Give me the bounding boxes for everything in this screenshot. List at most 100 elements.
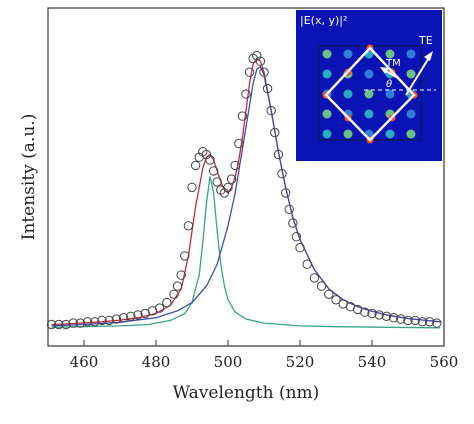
axes-frame	[47, 7, 445, 347]
data-point	[432, 318, 442, 328]
field-spot	[343, 129, 353, 139]
x-tick-label: 500	[214, 353, 243, 371]
data-point	[417, 317, 428, 327]
data-point	[295, 243, 305, 253]
data-point	[237, 111, 248, 121]
y-axis-label: Intensity (a.u.)	[19, 114, 39, 241]
data-point	[126, 311, 136, 321]
data-point	[396, 314, 406, 324]
field-spot	[322, 109, 332, 119]
data-point	[172, 281, 183, 291]
data-point	[374, 310, 384, 320]
field-spot	[385, 49, 395, 59]
data-point	[255, 56, 266, 66]
data-point	[266, 105, 276, 116]
data-point	[324, 289, 334, 299]
data-point	[223, 182, 233, 193]
inset-square-rotated	[324, 46, 416, 142]
x-tick-label: 520	[286, 353, 315, 371]
data-point	[162, 297, 172, 308]
data-point	[82, 317, 93, 327]
data-point	[61, 319, 71, 330]
x-tick-label: 540	[358, 353, 387, 371]
field-spot	[343, 49, 353, 59]
data-point	[291, 232, 302, 242]
data-point	[133, 310, 143, 320]
data-point	[259, 67, 269, 77]
field-spot	[406, 129, 416, 139]
data-point	[280, 188, 291, 198]
field-spot	[385, 129, 395, 139]
field-spot	[343, 89, 353, 99]
data-point	[75, 318, 86, 328]
data-point	[226, 174, 237, 184]
field-spot	[364, 69, 374, 79]
data-point	[176, 270, 186, 280]
data-point	[244, 67, 255, 77]
inset-label-theta: θ	[386, 79, 392, 90]
field-spot	[322, 69, 332, 79]
te-arrow-head	[424, 51, 433, 61]
data-point	[169, 289, 179, 299]
plot-area	[46, 51, 442, 330]
data-point	[241, 89, 251, 99]
field-spot	[406, 49, 416, 59]
x-tick-label: 560	[430, 353, 459, 371]
field-spot	[322, 49, 332, 59]
inset-title: |E(x, y)|²	[300, 14, 347, 27]
x-tick-label: 480	[142, 353, 171, 371]
data-point	[277, 169, 287, 179]
data-point	[97, 315, 107, 326]
field-spot	[322, 129, 332, 139]
data-point	[46, 319, 57, 330]
data-point	[410, 315, 420, 326]
x-tick-label: 460	[70, 353, 99, 371]
inset-label-tm: TM	[385, 58, 401, 69]
data-point	[54, 319, 64, 330]
data-point	[183, 221, 194, 231]
data-point	[90, 317, 100, 327]
data-point	[187, 182, 197, 193]
data-point	[424, 317, 435, 327]
data-point	[288, 218, 298, 228]
data-point	[316, 281, 327, 291]
field-spot	[406, 69, 416, 79]
data-point	[360, 307, 370, 317]
te-arrow-line	[405, 55, 431, 96]
tm-arrow-head	[380, 67, 389, 74]
data-point	[212, 177, 222, 187]
data-point	[154, 303, 165, 313]
data-point	[111, 314, 122, 324]
data-point	[118, 313, 129, 323]
data-point	[367, 308, 377, 319]
data-point	[205, 155, 215, 165]
field-spot	[364, 89, 374, 99]
data-point	[234, 138, 244, 149]
data-point	[104, 315, 114, 326]
data-point	[403, 315, 413, 326]
data-point	[309, 273, 320, 283]
data-point	[388, 313, 399, 323]
data-point	[284, 204, 294, 215]
data-point	[381, 311, 392, 321]
x-ticks: 460 480 500 520 540 560	[70, 340, 459, 371]
inset-label-te: TE	[418, 34, 433, 47]
data-point	[262, 83, 273, 94]
field-spot	[406, 109, 416, 119]
data-point	[68, 318, 78, 328]
data-point	[273, 149, 284, 160]
data-point	[190, 160, 201, 171]
data-point	[302, 259, 312, 269]
data-point	[331, 295, 341, 305]
fit-peak-1-line	[51, 176, 441, 329]
inset-field-map: |E(x, y)|² TE TM θ	[296, 10, 442, 161]
x-axis-label: Wavelength (nm)	[173, 383, 320, 403]
field-spot	[364, 109, 374, 119]
data-point	[208, 166, 219, 176]
field-spot	[385, 89, 395, 99]
fit-peak-2-line	[51, 65, 441, 327]
data-point	[270, 127, 280, 138]
data-point	[180, 251, 190, 261]
data-point	[230, 160, 240, 171]
